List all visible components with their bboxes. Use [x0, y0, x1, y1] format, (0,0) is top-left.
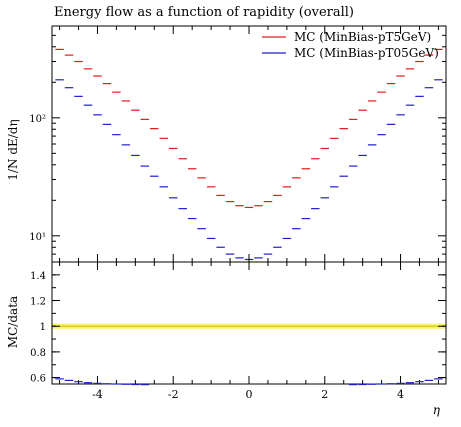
- x-tick-label: 2: [321, 388, 328, 401]
- chart-title: Energy flow as a function of rapidity (o…: [54, 5, 354, 20]
- bottom-y-tick-label: 1.2: [30, 297, 46, 308]
- x-tick-label: -4: [92, 388, 103, 401]
- legend-entry-label: MC (MinBias-pT5GeV): [294, 30, 431, 44]
- bottom-series-0: [55, 378, 443, 386]
- top-series-1: [55, 79, 443, 261]
- top-series-0: [55, 48, 443, 209]
- bottom-panel-frame: [51, 261, 447, 385]
- x-tick-label: 0: [246, 388, 253, 401]
- x-tick-label: 4: [397, 388, 404, 401]
- top-y-axis-label: 1/N dE/dη: [6, 119, 20, 180]
- top-y-tick-label: 10¹: [29, 232, 46, 243]
- bottom-y-tick-label: 0.6: [30, 374, 46, 385]
- top-panel-frame: [51, 25, 447, 263]
- bottom-y-tick-label: 0.8: [30, 348, 46, 359]
- bottom-panel: -4 -2 0 2 4 0.6 0.8 1 1.2 1.4: [30, 26, 447, 401]
- bottom-y-tick-label: 1.4: [30, 271, 46, 282]
- bottom-y-axis-label: MC/data: [6, 296, 20, 348]
- x-axis-label: η: [433, 403, 441, 417]
- legend: MC (MinBias-pT5GeV) MC (MinBias-pT05GeV): [262, 30, 439, 60]
- top-panel: 10¹ 10²: [29, 25, 447, 263]
- top-y-tick-label: 10²: [29, 114, 46, 125]
- legend-entry-label: MC (MinBias-pT05GeV): [294, 46, 439, 60]
- x-tick-label: -2: [168, 388, 179, 401]
- bottom-y-tick-label: 1: [40, 322, 46, 333]
